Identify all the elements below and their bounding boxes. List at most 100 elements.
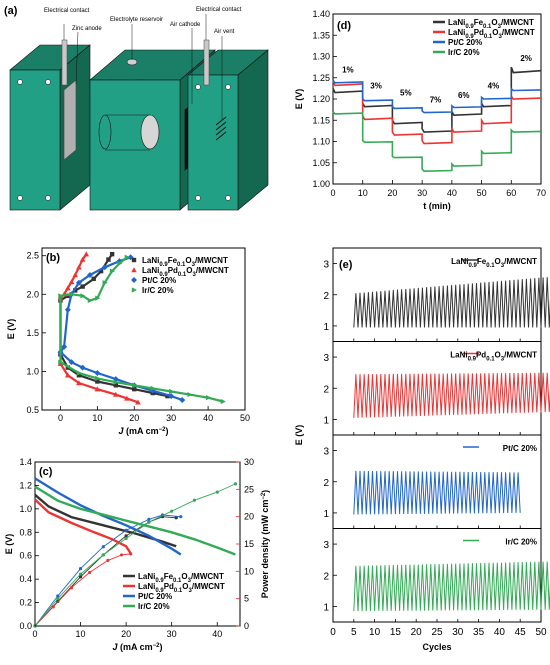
data-point-square <box>109 251 115 257</box>
data-point-circle <box>78 575 83 579</box>
y-axis-title: E (V) <box>4 534 14 555</box>
x-tick-label: 10 <box>76 629 86 639</box>
data-point-triangle-right <box>150 385 156 391</box>
step-annotation: 3% <box>370 81 382 90</box>
x-tick-label: 45 <box>515 627 527 638</box>
cycling-trace <box>353 277 550 328</box>
data-point-triangle-right <box>87 297 93 304</box>
series-line <box>332 111 542 173</box>
legend-entry: LaNi0.9Pd0.1O3/MWCNT <box>450 351 537 363</box>
data-point-triangle-right <box>58 359 64 365</box>
cycling-subplot: 1 2 3 Pt/C 20% <box>323 434 542 529</box>
chart-cycling-stability: 1 2 3 LaNi0.9Fe0.1O3/MWCNT (e) 1 2 3 LaNi0.9Pd0.… <box>294 247 550 652</box>
step-annotation: 6% <box>458 91 470 100</box>
data-point-circle <box>124 534 128 538</box>
y-tick-label: 2.5 <box>26 251 39 261</box>
data-point-triangle <box>68 279 75 285</box>
panel-label-b: (b) <box>46 252 60 264</box>
power-density-curve <box>34 553 131 627</box>
data-point-triangle-right <box>80 293 86 299</box>
data-point-circle <box>88 570 92 575</box>
step-annotation: 1% <box>342 66 354 75</box>
data-point-triangle-right <box>124 254 130 260</box>
x-tick-label: 10 <box>358 188 368 198</box>
data-point-circle <box>101 545 105 549</box>
data-point-triangle-right <box>76 370 82 376</box>
y-tick-label: 2 <box>323 571 329 582</box>
screw-hole <box>195 195 201 201</box>
legend-entry: Pt/C 20% <box>503 444 537 453</box>
y-axis-title: E (V) <box>294 89 304 110</box>
x-tick-label: 20 <box>129 413 139 423</box>
data-point-circle <box>129 552 133 556</box>
data-point-triangle <box>65 285 71 291</box>
data-point-circle <box>56 597 60 601</box>
x-tick-label: 10 <box>369 627 381 638</box>
x-tick-label: 50 <box>535 627 547 638</box>
screw-hole <box>225 84 231 90</box>
x-tick-label: 0 <box>330 627 336 638</box>
y-tick-label: 3 <box>323 260 329 271</box>
chart-galvanostatic-discharge: 0 10 20 30 40 50 60 70 1.00 1.05 1.10 1.15 1.20 1.25 1… <box>294 9 546 211</box>
plot-frame <box>41 247 246 411</box>
data-point-circle <box>147 517 151 522</box>
x-tick-label: 40 <box>494 627 506 638</box>
chart-polarization-power: 0 10 20 30 40 0.0 0.2 0.4 0.6 0.8 1.0 1.2 1.4 0 5 10 15 2… <box>4 457 270 652</box>
cycling-subplot: 1 2 3 Ir/C 20% <box>323 528 550 623</box>
y2-axis-title: Power density (mW cm−2) <box>260 490 270 598</box>
data-point-triangle-right <box>109 268 116 274</box>
y2-tick-label: 20 <box>244 512 254 522</box>
data-point-triangle-right <box>113 379 119 385</box>
data-point-triangle <box>79 256 86 262</box>
data-point-square <box>76 373 82 378</box>
callout-air-cathode: Air cathode <box>170 22 201 28</box>
data-point-diamond <box>79 364 86 371</box>
chamber-opening <box>98 114 112 150</box>
data-point-circle <box>233 482 238 486</box>
y-tick-label: 1.05 <box>312 158 330 168</box>
data-point-diamond <box>61 343 68 350</box>
data-point-circle <box>78 572 83 576</box>
data-point-circle <box>56 594 60 598</box>
cycling-trace <box>353 561 550 612</box>
y-tick-label: 1.40 <box>312 9 330 19</box>
y-tick-label: 3 <box>323 540 329 551</box>
data-point-triangle <box>94 386 101 392</box>
zinc-anode <box>63 79 77 161</box>
x-tick-label: 30 <box>166 413 176 423</box>
anode-plate-front <box>9 69 61 211</box>
x-tick-label: 20 <box>411 627 423 638</box>
cycling-trace <box>353 470 521 515</box>
data-point-diamond <box>86 272 93 278</box>
y-tick-label: 1.5 <box>26 328 39 338</box>
x-tick-label: 40 <box>447 188 457 198</box>
y-tick-label: 1.25 <box>312 73 330 83</box>
y-tick-label: 1 <box>323 322 329 333</box>
data-point-square <box>131 257 137 263</box>
y-axis-title: E (V) <box>294 425 304 446</box>
legend-entry: Pt/C 20% <box>142 276 176 285</box>
electrolyte-chamber <box>105 114 150 151</box>
screw-hole <box>195 84 201 90</box>
data-point-square <box>106 257 111 262</box>
data-point-triangle-right <box>187 391 193 398</box>
data-point-triangle <box>131 267 137 273</box>
y-tick-label: 3 <box>323 447 329 458</box>
legend-entry: Ir/C 20% <box>505 538 537 547</box>
data-point-diamond <box>101 264 108 271</box>
data-point-circle <box>124 536 128 541</box>
legend-entry: Ir/C 20% <box>142 286 174 295</box>
data-point-triangle <box>76 380 82 386</box>
data-point-circle <box>192 498 197 502</box>
y-tick-label: 0.2 <box>19 598 32 608</box>
x-tick-label: 35 <box>473 627 485 638</box>
data-point-circle <box>215 490 219 494</box>
screw-hole <box>45 195 51 201</box>
x-axis-title: Cycles <box>422 642 451 652</box>
step-annotation: 7% <box>430 95 442 104</box>
y-tick-label: 0.4 <box>19 574 32 584</box>
cathode-contact-tab <box>203 39 210 86</box>
data-point-diamond <box>179 396 186 403</box>
legend-entry: LaNi0.9Fe0.1O3/MWCNT <box>142 256 228 268</box>
x-tick-label: 30 <box>167 629 177 639</box>
